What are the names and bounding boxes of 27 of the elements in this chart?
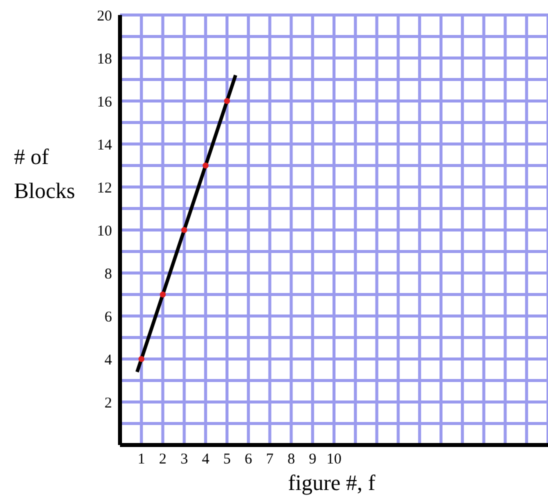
y-axis-title: # of Blocks	[14, 144, 76, 203]
x-tick-label: 10	[326, 452, 342, 468]
x-tick-label: 1	[138, 452, 146, 468]
point	[181, 227, 188, 233]
y-tick-label: 8	[104, 266, 112, 282]
y-tick-label: 6	[104, 309, 112, 326]
y-tick-label: 14	[97, 137, 112, 154]
x-tick-label: 7	[266, 452, 274, 468]
x-tick-label: 5	[223, 452, 231, 468]
y-tick-label: 4	[104, 352, 112, 368]
y-tick-label: 16	[97, 94, 112, 110]
point	[224, 98, 230, 104]
point	[202, 162, 209, 168]
x-tick-label: 6	[244, 452, 253, 468]
y-tick-label: 20	[97, 8, 112, 24]
y-tick-label: 10	[97, 223, 112, 240]
point	[138, 356, 144, 362]
x-tick-label: 3	[180, 452, 188, 468]
y-tick-label: 12	[97, 180, 112, 196]
x-tick-label: 8	[287, 452, 295, 468]
x-tick-label: 4	[202, 452, 210, 468]
y-tick-label: 18	[97, 51, 112, 68]
y-tick-label: 2	[104, 395, 112, 412]
point	[160, 292, 166, 298]
x-tick-label: 2	[159, 452, 167, 468]
x-tick-label: 9	[308, 452, 316, 468]
x-axis-title: figure #, f	[288, 470, 376, 496]
